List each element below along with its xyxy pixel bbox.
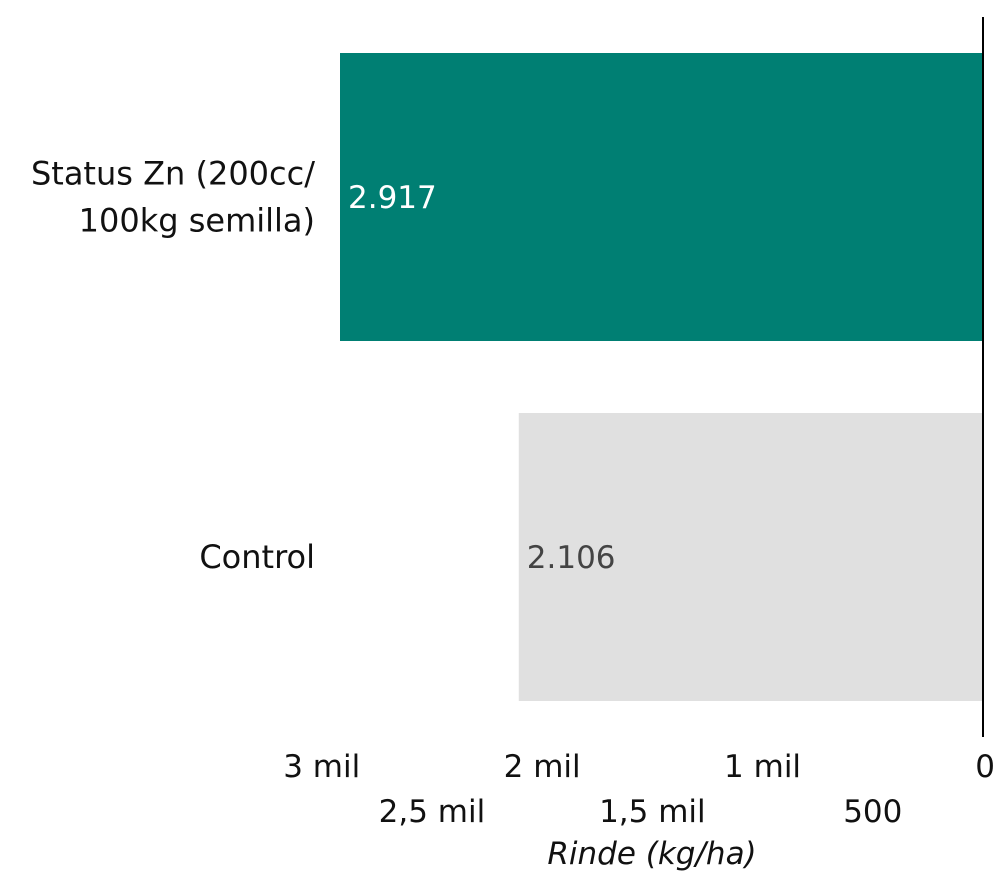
bar-0 xyxy=(340,53,983,341)
x-tick-label-2: 2 mil xyxy=(504,749,581,785)
bars-group xyxy=(340,53,983,701)
x-tick-label-6: 0 xyxy=(975,749,995,785)
x-tick-labels-group: 3 mil 2,5 mil 2 mil 1,5 mil 1 mil 500 0 xyxy=(283,749,995,830)
category-label-line: 100kg semilla) xyxy=(79,202,315,240)
category-labels-group: Status Zn (200cc/100kg semilla) Control xyxy=(31,155,315,577)
value-labels-group: 2.917 2.106 xyxy=(348,180,616,576)
x-tick-label-3: 1,5 mil xyxy=(599,794,706,830)
bar-value-label-1: 2.106 xyxy=(527,540,616,576)
bar-1 xyxy=(518,413,983,701)
category-label-1: Control xyxy=(199,538,315,576)
x-tick-label-4: 1 mil xyxy=(724,749,801,785)
category-label-0: Status Zn (200cc/100kg semilla) xyxy=(31,155,315,240)
category-label-line: Control xyxy=(199,538,315,576)
bar-value-label-0: 2.917 xyxy=(348,180,437,216)
x-tick-label-1: 2,5 mil xyxy=(379,794,486,830)
category-label-line: Status Zn (200cc/ xyxy=(31,155,315,193)
x-tick-label-0: 3 mil xyxy=(283,749,360,785)
x-axis-title: Rinde (kg/ha) xyxy=(547,836,756,872)
x-tick-label-5: 500 xyxy=(843,794,902,830)
